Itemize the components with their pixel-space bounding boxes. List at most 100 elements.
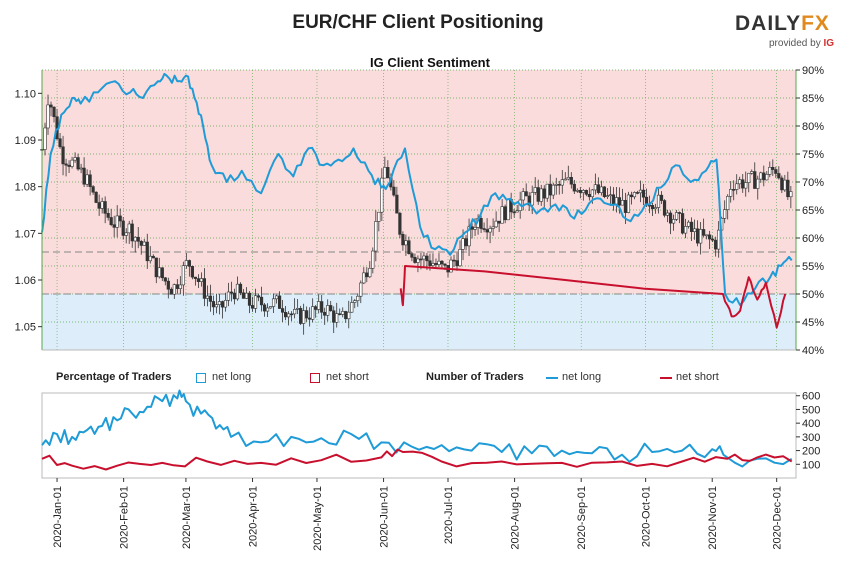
price-candle [226,291,231,301]
price-candle [136,236,140,242]
price-candle [614,197,619,205]
price-candle [419,258,423,261]
dailyfx-logo: DAILYFX [735,12,830,36]
price-candle [392,186,396,196]
price-candle [524,191,528,197]
price-candle [106,213,110,218]
price-candle [214,304,219,308]
price-candle [184,260,188,266]
legend-percentage-heading: Percentage of Traders [56,371,172,383]
price-candle [566,177,570,180]
price-candle [413,257,417,263]
price-candle [711,238,715,241]
price-candle [458,249,462,267]
price-candle [88,174,92,187]
price-candle [374,221,378,252]
net-long-pct-line [41,72,793,307]
legend-num-long-line [546,377,558,379]
price-candle [82,167,86,185]
price-candle [196,278,200,282]
price-candle [329,305,333,312]
price-candle [202,278,207,299]
price-candle [696,228,700,244]
price-candle [365,272,369,278]
x-tick-label: 2020-Aug-01 [510,486,522,550]
right-tick-label: 55% [802,261,824,273]
price-candle [741,179,745,189]
price-candle [241,292,246,299]
right-tick-label: 70% [802,177,824,189]
price-candle [314,306,318,310]
left-tick-label: 1.06 [15,275,36,287]
price-candle [702,229,706,236]
price-candle [708,234,712,240]
right-tick-label: 40% [802,345,824,357]
price-candle [485,229,489,233]
price-candle [247,292,252,306]
price-candle [431,263,435,266]
price-candle [371,250,375,269]
price-candle [593,184,597,191]
price-candle [759,172,763,180]
price-candle [163,277,167,282]
price-candle [674,212,679,220]
price-candle [416,258,420,263]
price-candle [771,166,775,170]
price-candle [139,241,143,246]
price-candle [46,104,50,129]
price-candle [521,191,525,201]
price-candle [407,240,411,254]
price-candle [64,163,68,166]
legend-net-long-swatch [196,373,206,383]
price-candle [449,259,453,273]
x-tick-label: 2020-Apr-01 [248,486,260,547]
price-candle [115,215,119,228]
ig-logo-text: IG [823,38,835,49]
price-candle [590,189,594,198]
price-candle [786,179,790,198]
price-candle [656,194,661,208]
price-candle [554,184,558,186]
price-candle [747,172,751,183]
price-candle [341,311,345,315]
price-candle [548,183,552,196]
price-candle [765,174,769,181]
price-candle [205,295,210,299]
price-candle [632,192,637,198]
price-candle [699,229,703,244]
sub-tick-label: 100 [802,459,820,471]
price-candle [578,189,582,193]
num-net-long-line [41,389,793,468]
price-candle [91,186,95,193]
price-candle [347,311,351,320]
price-candle [112,224,116,228]
price-candle [118,215,122,222]
price-candle [557,184,561,186]
price-candle [662,200,667,216]
left-tick-label: 1.07 [15,228,36,240]
price-candle [512,211,516,214]
sub-tick-label: 300 [802,432,820,444]
price-candle [596,184,600,193]
x-tick-label: 2020-Jan-01 [52,486,64,548]
price-candle [611,194,616,205]
price-candle [602,186,606,198]
price-candle [157,267,161,278]
left-tick-label: 1.10 [15,88,36,100]
price-candle [169,288,173,295]
price-candle [344,311,348,320]
price-candle [404,240,408,246]
price-candle [626,194,631,213]
right-tick-label: 50% [802,289,824,301]
price-candle [569,177,573,185]
price-candle [714,239,718,250]
price-candle [49,104,53,108]
price-candle [211,301,216,308]
sub-tick-label: 500 [802,404,820,416]
price-candle [97,202,101,209]
price-candle [515,210,519,213]
price-candle [70,159,74,167]
price-candle [539,188,543,202]
price-candle [689,221,694,232]
